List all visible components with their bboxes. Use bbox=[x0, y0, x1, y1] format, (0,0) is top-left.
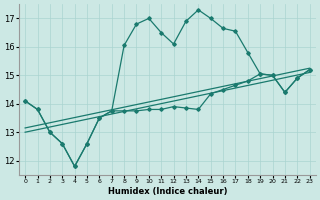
X-axis label: Humidex (Indice chaleur): Humidex (Indice chaleur) bbox=[108, 187, 227, 196]
